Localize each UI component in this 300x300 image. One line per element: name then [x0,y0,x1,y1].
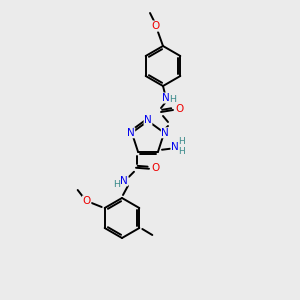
Text: N: N [171,142,179,152]
Text: N: N [162,93,170,103]
Text: H: H [113,180,121,189]
Text: N: N [161,128,169,138]
Text: N: N [144,115,152,125]
Text: H: H [178,147,185,156]
Text: N: N [120,176,128,186]
Text: O: O [175,104,183,114]
Text: O: O [151,21,159,31]
Text: O: O [151,163,159,173]
Text: H: H [169,94,176,103]
Text: O: O [82,196,91,206]
Text: N: N [127,128,135,138]
Text: H: H [178,137,185,146]
